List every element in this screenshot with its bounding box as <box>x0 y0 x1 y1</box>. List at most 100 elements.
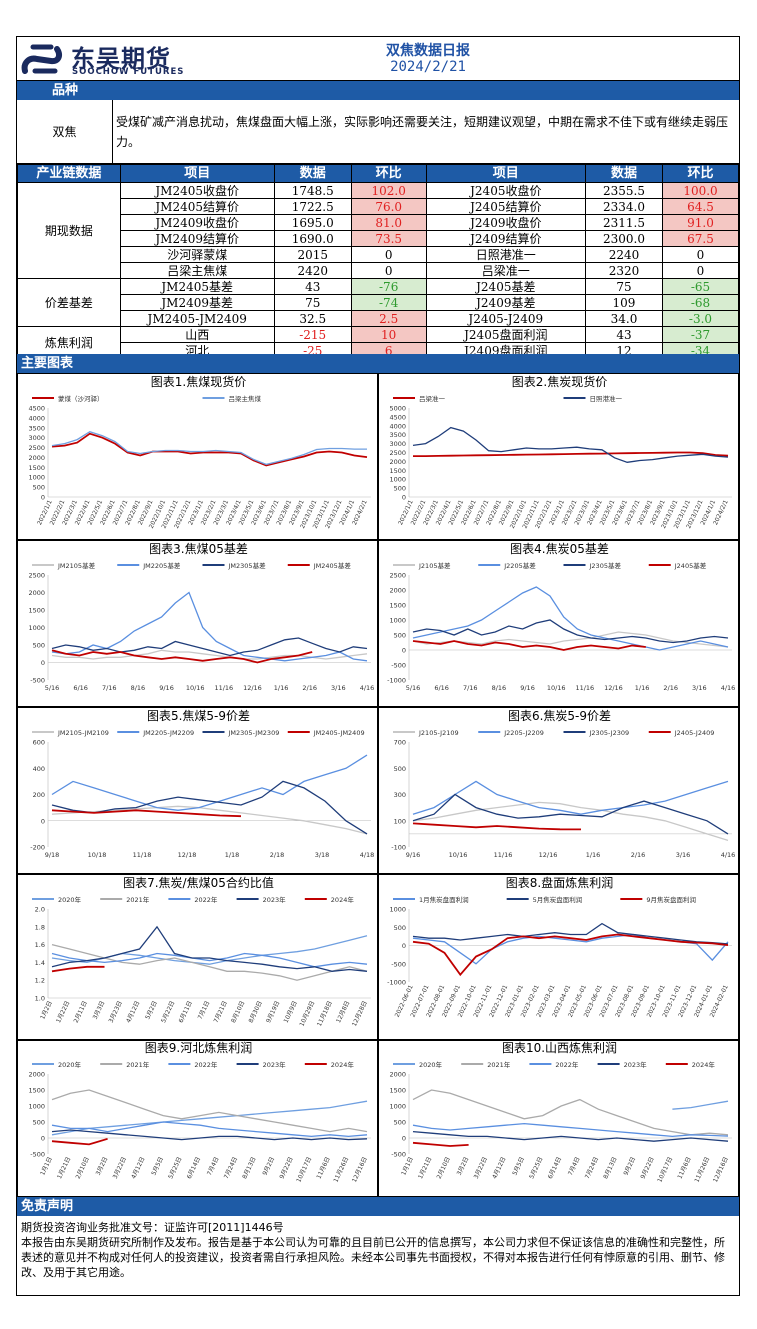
y-tick-label: 3500 <box>28 424 45 432</box>
series-line <box>412 1122 729 1138</box>
item-cell: JM2409基差 <box>119 294 275 311</box>
y-tick-label: -1000 <box>387 677 406 685</box>
change-cell: 0 <box>662 246 739 263</box>
y-tick-label: 2000 <box>389 587 406 595</box>
x-tick-label: 4月12日 <box>130 1156 146 1180</box>
y-tick-label: -200 <box>30 844 45 852</box>
x-tick-label: 2月10日 <box>436 1156 452 1180</box>
commentary-row: 双焦 受煤矿减产消息扰动，焦煤盘面大幅上涨，实际影响还需要关注，短期建议观望，中… <box>17 100 739 164</box>
x-tick-label: 7/16 <box>463 684 478 692</box>
x-tick-label: 5月5日 <box>511 1156 526 1177</box>
change-cell: 100.0 <box>662 182 739 199</box>
x-tick-label: 10/16 <box>186 684 205 692</box>
x-tick-label: 11月26日 <box>693 1156 711 1184</box>
x-tick-label: 10月29日 <box>298 1000 316 1028</box>
value-cell: 43 <box>273 278 352 295</box>
value-cell: 1695.0 <box>273 214 352 231</box>
y-tick-label: 0 <box>41 1135 45 1143</box>
y-tick-label: 1000 <box>389 617 406 625</box>
x-tick-label: 1月21日 <box>417 1156 433 1180</box>
chart-panel-3: 图表3.焦煤05基差 JM2105基差 JM2205基差 JM2305基差 JM2405… <box>17 540 378 707</box>
y-tick-label: 1000 <box>28 1103 45 1111</box>
x-tick-label: 4/16 <box>360 684 375 692</box>
legend-label: 2024年 <box>692 1060 716 1069</box>
x-tick-label: 5/16 <box>406 684 421 692</box>
x-tick-label: 6/16 <box>73 684 88 692</box>
legend-label: 2020年 <box>58 895 82 904</box>
section-bar-disclaimer: 免责声明 <box>17 1197 739 1216</box>
y-tick-label: 2000 <box>28 589 45 597</box>
series-line <box>51 809 242 818</box>
x-tick-label: 9/16 <box>159 684 174 692</box>
y-tick-label: 4000 <box>389 422 406 430</box>
series-line <box>51 780 368 835</box>
chart-4: 图表4.焦炭05基差 J2105基差 J2205基差 J2305基差 J2405基差 -1… <box>387 542 735 692</box>
legend-label: JM2305-JM2309 <box>228 729 280 737</box>
chart-panel-2: 图表2.焦炭现货价 吕梁准一 日照港准一 0 500 1000 1500 2000 2500 30… <box>378 373 739 540</box>
chart-title: 图表2.焦炭现货价 <box>512 374 607 389</box>
x-tick-label: 9/16 <box>520 684 535 692</box>
x-tick-label: 8月10日 <box>230 1000 246 1024</box>
series-line <box>51 925 368 972</box>
x-tick-label: 3/18 <box>315 851 330 859</box>
series-line <box>412 933 729 977</box>
group-label: 价差基差 <box>17 278 121 327</box>
x-tick-label: 1月1日 <box>400 1156 415 1177</box>
x-tick-label: 3月2日 <box>95 1156 110 1177</box>
legend-label: 1月焦炭盘面利润 <box>419 895 469 904</box>
y-tick-label: 2000 <box>28 454 45 462</box>
column-header: 数据 <box>584 164 664 183</box>
industry-data-table: 产业链数据 项目 数据 环比 项目 数据 环比 期现数据 JM2405收盘价 1748.5 102.… <box>17 164 739 359</box>
y-tick-label: 2.0 <box>35 906 45 914</box>
y-tick-label: 1500 <box>28 607 45 615</box>
x-tick-label: 7月24日 <box>584 1156 600 1180</box>
y-tick-label: 1.6 <box>35 941 45 949</box>
y-tick-label: 2000 <box>28 1071 45 1079</box>
y-tick-label: 0 <box>41 817 45 825</box>
chart-panel-6: 图表6.焦炭5-9价差 J2105-J2109 J2205-J2209 J2305-J… <box>378 707 739 874</box>
chart-7: 图表7.焦炭/焦煤05合约比值 2020年 2021年 2022年 2023年 2024年… <box>32 875 371 1028</box>
x-tick-label: 7/16 <box>102 684 117 692</box>
x-tick-label: 9月2日 <box>623 1156 638 1177</box>
y-tick-label: 1500 <box>389 467 406 475</box>
legend-label: JM2305基差 <box>228 561 267 570</box>
y-tick-label: 0 <box>41 659 45 667</box>
series-line <box>413 451 729 457</box>
x-tick-label: 9月22日 <box>639 1156 655 1180</box>
chart-8: 图表8.盘面炼焦利润 1月焦炭盘面利润 5月焦炭盘面利润 9月焦炭盘面利润 -1000 -… <box>387 875 732 1018</box>
legend-label: J2205-J2209 <box>503 729 544 737</box>
x-tick-label: 2月11日 <box>73 1000 89 1024</box>
y-tick-label: 0 <box>402 1135 406 1143</box>
y-tick-label: -500 <box>391 960 406 968</box>
x-tick-label: 5月5日 <box>150 1156 165 1177</box>
legend-label: J2405基差 <box>674 561 707 570</box>
legend-label: 2020年 <box>419 1060 443 1069</box>
series-line <box>51 637 368 657</box>
change-cell: -76 <box>350 278 427 295</box>
table-row: 期现数据 JM2405收盘价 1748.5 102.0 J2405收盘价 2355.5 10… <box>17 182 739 279</box>
item-cell: 日照港准一 <box>425 246 586 263</box>
x-tick-label: 5/16 <box>45 684 60 692</box>
value-cell: 75 <box>584 278 664 295</box>
legend-label: 2022年 <box>555 1060 579 1069</box>
soochow-logo-icon <box>21 44 62 74</box>
legend-label: 2022年 <box>194 895 218 904</box>
change-cell: 0 <box>662 262 739 279</box>
chart-title: 图表1.焦煤现货价 <box>151 374 246 389</box>
legend-label: 2021年 <box>126 895 150 904</box>
y-tick-label: 0 <box>41 494 45 502</box>
table-row: 吕梁主焦煤 2420 0 吕梁准一 2320 0 <box>18 262 739 279</box>
series-line <box>51 805 368 835</box>
series-line <box>412 822 582 831</box>
series-line <box>412 1130 729 1142</box>
value-cell: 2420 <box>273 262 352 279</box>
item-cell: 山西 <box>119 326 275 343</box>
section-bar-charts: 主要图表 <box>17 354 739 373</box>
series-line <box>51 430 367 466</box>
value-cell: 1722.5 <box>273 198 352 215</box>
item-cell: J2405-J2409 <box>425 310 586 327</box>
y-tick-label: 600 <box>33 739 45 747</box>
legend-label: JM2105-JM2109 <box>57 729 109 737</box>
chart-title: 图表4.焦炭05基差 <box>510 542 609 556</box>
